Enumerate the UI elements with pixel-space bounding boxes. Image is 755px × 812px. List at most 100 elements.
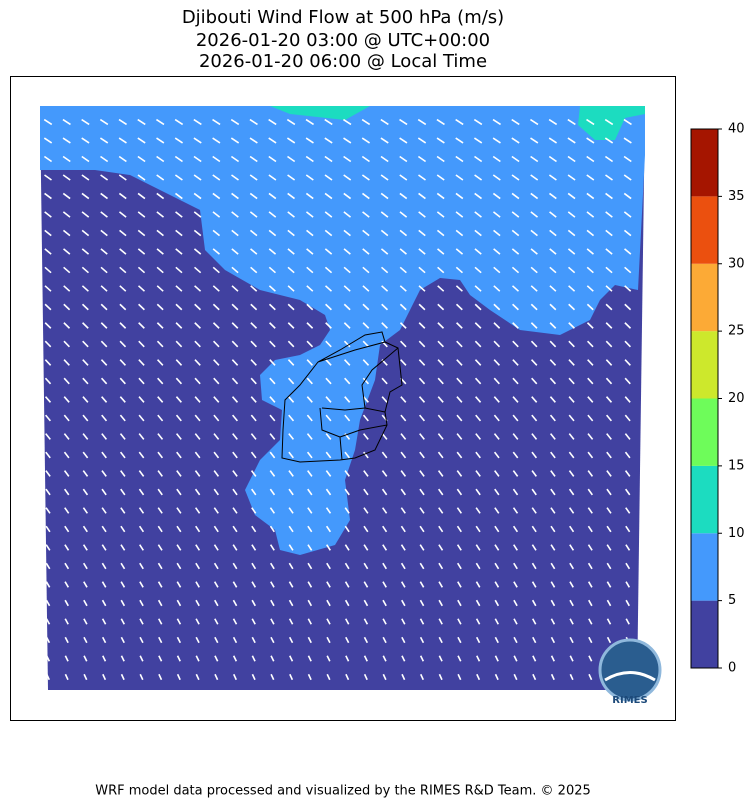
wind-arrow — [419, 562, 425, 570]
wind-arrow — [344, 525, 350, 533]
wind-arrow — [606, 414, 612, 422]
wind-arrow — [305, 155, 314, 163]
wind-arrow — [251, 562, 257, 570]
wind-arrow — [82, 488, 89, 496]
wind-arrow — [157, 414, 164, 422]
wind-arrow — [268, 303, 276, 311]
wind-arrow — [362, 322, 370, 329]
wind-arrow — [586, 266, 594, 274]
colorbar-tick-label: 35 — [728, 189, 745, 204]
wind-arrow — [623, 155, 632, 163]
wind-arrow — [605, 285, 613, 292]
wind-arrow — [606, 433, 612, 440]
wind-arrow — [475, 396, 482, 403]
wind-arrow — [81, 248, 90, 255]
wind-arrow — [174, 118, 184, 126]
wind-arrow — [343, 211, 352, 218]
wind-arrow — [139, 544, 144, 551]
wind-arrow — [511, 229, 520, 237]
wind-arrow — [531, 414, 538, 422]
wind-arrow — [176, 562, 182, 570]
wind-arrow — [175, 266, 183, 274]
wind-arrow — [307, 599, 313, 607]
wind-arrow — [363, 599, 369, 607]
wind-arrow — [213, 340, 220, 348]
wind-arrow — [549, 414, 556, 422]
wind-arrow — [512, 525, 519, 533]
wind-arrow — [213, 433, 220, 440]
wind-arrow — [213, 377, 220, 385]
wind-arrow — [344, 581, 350, 588]
wind-arrow — [44, 340, 52, 348]
wind-arrow — [213, 451, 220, 459]
wind-arrow — [400, 470, 407, 477]
wind-arrow — [100, 211, 108, 218]
wind-arrow — [306, 396, 313, 403]
wind-arrow — [324, 118, 333, 126]
wind-arrow — [82, 396, 89, 403]
wind-arrow — [530, 211, 539, 218]
wind-arrow — [231, 396, 239, 403]
wind-arrow — [606, 451, 612, 459]
wind-arrow — [194, 322, 201, 329]
wind-arrow — [101, 562, 107, 570]
wind-arrow — [605, 377, 613, 385]
wind-arrow — [325, 507, 332, 514]
wind-arrow — [82, 451, 89, 459]
wind-arrow — [624, 248, 632, 255]
wind-arrow — [475, 433, 482, 440]
wind-arrow — [83, 618, 88, 625]
wind-arrow — [232, 507, 238, 514]
wind-arrow — [586, 155, 595, 163]
wind-arrow — [250, 451, 257, 459]
wind-arrow — [212, 174, 221, 181]
wind-arrow — [100, 174, 109, 181]
wind-arrow — [418, 285, 426, 292]
wind-arrow — [344, 544, 350, 551]
wind-arrow — [437, 470, 444, 477]
wind-arrow — [63, 396, 70, 403]
wind-arrow — [344, 618, 350, 625]
wind-arrow — [194, 266, 202, 274]
wind-arrow — [156, 211, 165, 218]
wind-arrow — [569, 562, 575, 570]
wind-arrow — [305, 174, 314, 181]
wind-arrow — [624, 340, 631, 348]
wind-arrow — [419, 414, 425, 422]
wind-arrow — [232, 599, 238, 607]
wind-arrow — [270, 655, 275, 662]
wind-arrow — [45, 414, 51, 422]
colorbar-bin — [691, 263, 718, 332]
wind-arrow — [530, 285, 538, 292]
wind-arrow — [214, 673, 219, 681]
colorbar-bin — [691, 533, 718, 601]
wind-arrow — [194, 488, 201, 496]
wind-arrow — [213, 359, 220, 366]
wind-arrow — [438, 562, 444, 570]
wind-arrow — [195, 673, 200, 681]
wind-arrow — [530, 359, 538, 366]
wind-arrow — [45, 433, 51, 440]
wind-arrow — [343, 137, 352, 144]
wind-arrow — [82, 562, 88, 570]
wind-arrow — [606, 525, 612, 533]
wind-arrow — [268, 248, 277, 255]
wind-arrow — [456, 507, 463, 514]
wind-arrow — [531, 451, 538, 459]
wind-arrow — [251, 581, 257, 588]
wind-arrow — [474, 266, 482, 274]
wind-arrow — [44, 359, 52, 366]
wind-arrow — [456, 525, 462, 533]
wind-arrow — [400, 488, 407, 496]
wind-arrow — [530, 155, 539, 163]
wind-arrow — [436, 211, 445, 218]
wind-arrow — [569, 636, 574, 644]
wind-arrow — [474, 377, 482, 385]
wind-arrow — [175, 303, 183, 311]
wind-arrow — [101, 544, 107, 551]
wind-arrow — [63, 303, 71, 311]
wind-arrow — [63, 433, 70, 440]
wind-arrow — [343, 118, 352, 126]
wind-arrow — [176, 488, 182, 496]
